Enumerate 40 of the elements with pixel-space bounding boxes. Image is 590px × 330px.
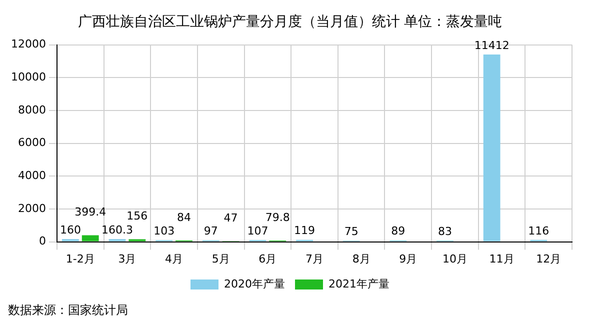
data-label: 79.8 <box>265 210 290 224</box>
x-tick-label: 6月 <box>258 252 277 266</box>
x-tick-label: 9月 <box>399 252 418 266</box>
legend-label: 2021年产量 <box>328 277 390 290</box>
data-label: 156 <box>126 210 148 223</box>
source-note: 数据来源：国家统计局 <box>8 302 129 319</box>
data-label: 97 <box>204 224 218 238</box>
y-tick-label: 10000 <box>10 70 46 84</box>
x-tick-label: 1-2月 <box>66 252 95 266</box>
legend-label: 2020年产量 <box>224 277 286 290</box>
y-tick-label: 0 <box>38 234 46 248</box>
bar <box>82 235 99 242</box>
data-label: 103 <box>154 224 175 238</box>
chart-title: 广西壮族自治区工业锅炉产量分月度（当月值）统计 单位：蒸发量吨 <box>78 14 502 30</box>
y-tick-label: 4000 <box>18 168 46 182</box>
y-tick-label: 12000 <box>10 38 46 51</box>
y-tick-label: 2000 <box>18 202 46 215</box>
data-label: 89 <box>391 224 406 238</box>
data-label: 160 <box>60 224 81 237</box>
x-tick-label: 7月 <box>305 252 324 266</box>
y-tick-label: 8000 <box>18 103 46 116</box>
data-label: 47 <box>224 211 238 224</box>
data-label: 11412 <box>474 38 510 52</box>
data-label: 84 <box>176 210 191 224</box>
data-label: 75 <box>344 224 358 238</box>
x-tick-label: 5月 <box>212 252 230 266</box>
data-label: 160.3 <box>102 224 134 237</box>
x-tick-label: 4月 <box>165 252 184 266</box>
data-label: 116 <box>528 224 550 238</box>
data-label: 119 <box>294 224 316 238</box>
bar <box>483 54 500 242</box>
x-tick-label: 3月 <box>118 252 136 266</box>
y-tick-label: 6000 <box>18 136 46 150</box>
x-tick-label: 12月 <box>536 252 562 266</box>
x-tick-label: 10月 <box>442 252 468 266</box>
data-label: 83 <box>438 224 452 238</box>
x-tick-label: 8月 <box>352 252 370 266</box>
data-label: 107 <box>247 224 268 238</box>
data-label: 399.4 <box>74 206 106 219</box>
x-tick-label: 11月 <box>489 252 514 266</box>
